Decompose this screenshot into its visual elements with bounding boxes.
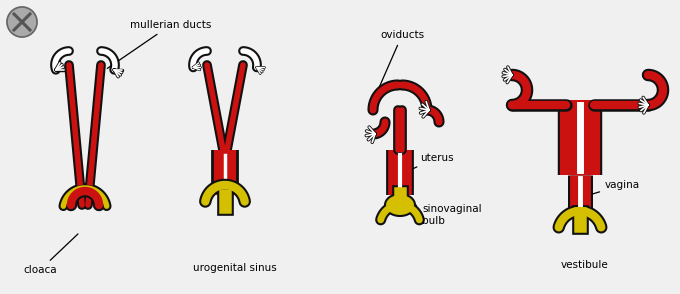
Text: cloaca: cloaca	[23, 234, 78, 275]
Text: vestibule: vestibule	[561, 260, 609, 270]
Text: uterus: uterus	[413, 153, 454, 169]
Text: oviducts: oviducts	[379, 30, 424, 87]
Circle shape	[7, 7, 37, 37]
Text: vagina: vagina	[592, 180, 640, 194]
Text: mullerian ducts: mullerian ducts	[107, 20, 211, 69]
Ellipse shape	[385, 194, 415, 216]
Text: sinovaginal
bulb: sinovaginal bulb	[415, 204, 481, 226]
Text: urogenital sinus: urogenital sinus	[193, 263, 277, 273]
